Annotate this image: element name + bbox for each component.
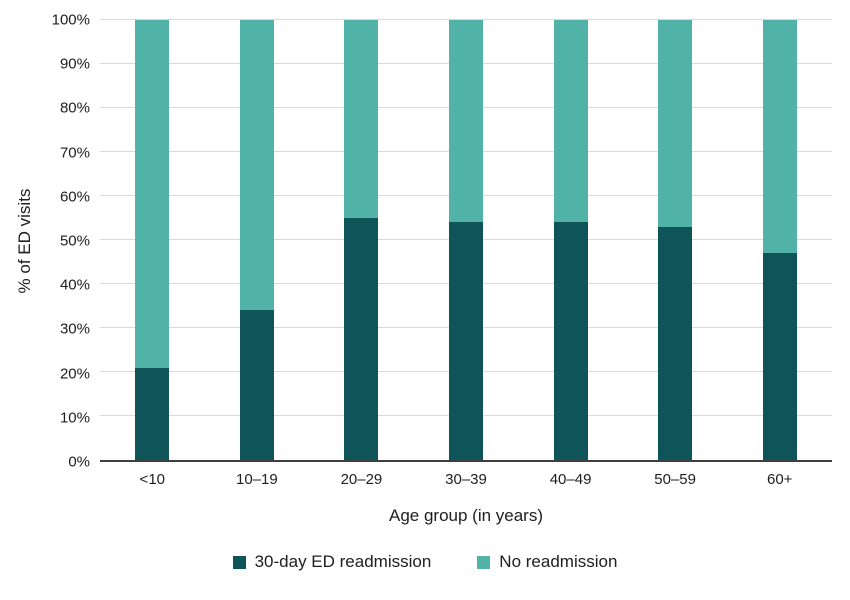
legend: 30-day ED readmission No readmission (0, 552, 850, 572)
bar-segment (135, 20, 170, 368)
bar-segment (449, 20, 483, 223)
x-tick-label: 40–49 (549, 471, 592, 488)
x-tick-label: 50–59 (654, 471, 696, 488)
y-tick-label: 20% (59, 365, 90, 383)
bar-segment (344, 218, 379, 460)
y-tick-label: 0% (68, 453, 90, 471)
y-tick-label: 40% (59, 276, 90, 294)
y-tick-label: 50% (59, 232, 90, 250)
bar-group (344, 20, 379, 460)
x-axis-tick-labels: <10 10–19 20–29 30–39 40–49 50–59 60+ (100, 471, 832, 493)
bar-segment (344, 20, 379, 218)
y-tick-label: 10% (59, 409, 90, 427)
x-tick-label: <10 (139, 471, 166, 488)
gridline (100, 19, 832, 20)
legend-item: No readmission (477, 552, 617, 572)
bar-group (135, 20, 170, 460)
y-tick-label: 90% (59, 55, 90, 73)
y-tick-label: 80% (59, 99, 90, 117)
bar-segment (658, 226, 693, 460)
bars (100, 20, 832, 460)
bar-group (762, 20, 797, 460)
bar-group (239, 20, 274, 460)
bar-group (658, 20, 693, 460)
bar-segment (762, 253, 797, 460)
y-tick-label: 100% (51, 11, 90, 29)
bar-segment (553, 222, 588, 460)
x-axis-title: Age group (in years) (388, 506, 544, 525)
bar-segment (239, 310, 274, 460)
bar-segment (762, 20, 797, 254)
x-tick-label: 60+ (766, 471, 793, 488)
y-axis-tick-labels: 0% 10% 20% 30% 40% 50% 60% 70% 80% 90% 100% (0, 13, 90, 470)
bar-segment (135, 367, 170, 460)
legend-swatch-icon (477, 555, 491, 569)
y-tick-label: 60% (59, 188, 90, 206)
bar-segment (449, 222, 483, 460)
y-tick-label: 70% (59, 144, 90, 162)
legend-label: No readmission (499, 552, 618, 571)
x-tick-label: 30–39 (445, 471, 487, 488)
bar-segment (658, 20, 693, 227)
legend-swatch-icon (232, 555, 246, 569)
bar-group (553, 20, 588, 460)
legend-label: 30-day ED readmission (254, 552, 432, 571)
plot-area (100, 19, 832, 462)
x-tick-label: 20–29 (340, 471, 383, 488)
bar-segment (553, 20, 588, 223)
legend-item: 30-day ED readmission (232, 552, 432, 572)
bar-group (449, 20, 483, 460)
y-tick-label: 30% (59, 320, 90, 338)
bar-segment (239, 20, 274, 311)
x-tick-label: 10–19 (235, 471, 278, 488)
